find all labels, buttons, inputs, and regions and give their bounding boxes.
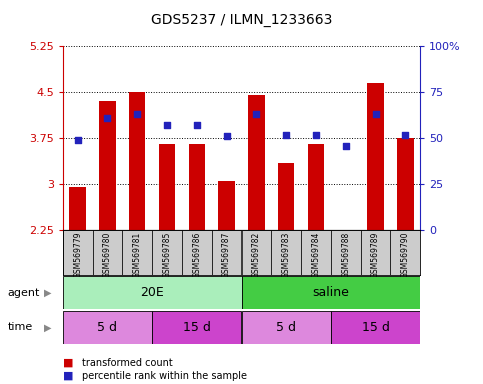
Text: ▶: ▶ [43,322,51,333]
Text: GSM569783: GSM569783 [282,232,291,278]
Point [342,142,350,149]
Text: GSM569785: GSM569785 [163,232,171,278]
Bar [242,276,420,309]
Text: percentile rank within the sample: percentile rank within the sample [82,371,247,381]
Point [282,131,290,137]
Text: GSM569790: GSM569790 [401,232,410,278]
Bar [159,144,175,230]
Bar [218,181,235,230]
Point [163,122,171,128]
Text: saline: saline [313,286,349,299]
Point [74,137,82,143]
Bar [368,83,384,230]
Bar [99,101,115,230]
Bar [189,144,205,230]
Bar [301,230,331,275]
Bar [248,95,265,230]
Bar [308,144,324,230]
Text: GSM569781: GSM569781 [133,232,142,278]
Text: GSM569780: GSM569780 [103,232,112,278]
Bar [242,311,331,344]
Bar [152,311,242,344]
Bar [397,138,413,230]
Text: GSM569786: GSM569786 [192,232,201,278]
Bar [70,187,86,230]
Text: GSM569787: GSM569787 [222,232,231,278]
Text: 15 d: 15 d [362,321,389,334]
Bar [242,230,271,275]
Point [133,111,141,118]
Text: GSM569784: GSM569784 [312,232,320,278]
Bar [278,163,294,230]
Text: GSM569782: GSM569782 [252,232,261,278]
Text: ■: ■ [63,371,73,381]
Text: ■: ■ [63,358,73,368]
Text: GDS5237 / ILMN_1233663: GDS5237 / ILMN_1233663 [151,13,332,27]
Bar [331,311,420,344]
Point [401,131,409,137]
Bar [271,230,301,275]
Bar [152,230,182,275]
Point [312,131,320,137]
Point [372,111,380,118]
Text: transformed count: transformed count [82,358,173,368]
Bar [361,230,390,275]
Point [223,133,230,139]
Text: GSM569789: GSM569789 [371,232,380,278]
Bar [63,230,93,275]
Bar [93,230,122,275]
Bar [63,276,242,309]
Point [193,122,201,128]
Bar [63,311,152,344]
Point [253,111,260,118]
Text: 15 d: 15 d [183,321,211,334]
Point [104,115,112,121]
Bar [122,230,152,275]
Bar [331,230,361,275]
Text: GSM569779: GSM569779 [73,232,82,278]
Text: agent: agent [7,288,40,298]
Bar [212,230,242,275]
Text: 5 d: 5 d [276,321,296,334]
Bar [182,230,212,275]
Text: 5 d: 5 d [98,321,117,334]
Text: GSM569788: GSM569788 [341,232,350,278]
Text: 20E: 20E [140,286,164,299]
Bar [390,230,420,275]
Bar [129,92,145,230]
Text: ▶: ▶ [43,288,51,298]
Text: time: time [7,322,32,333]
